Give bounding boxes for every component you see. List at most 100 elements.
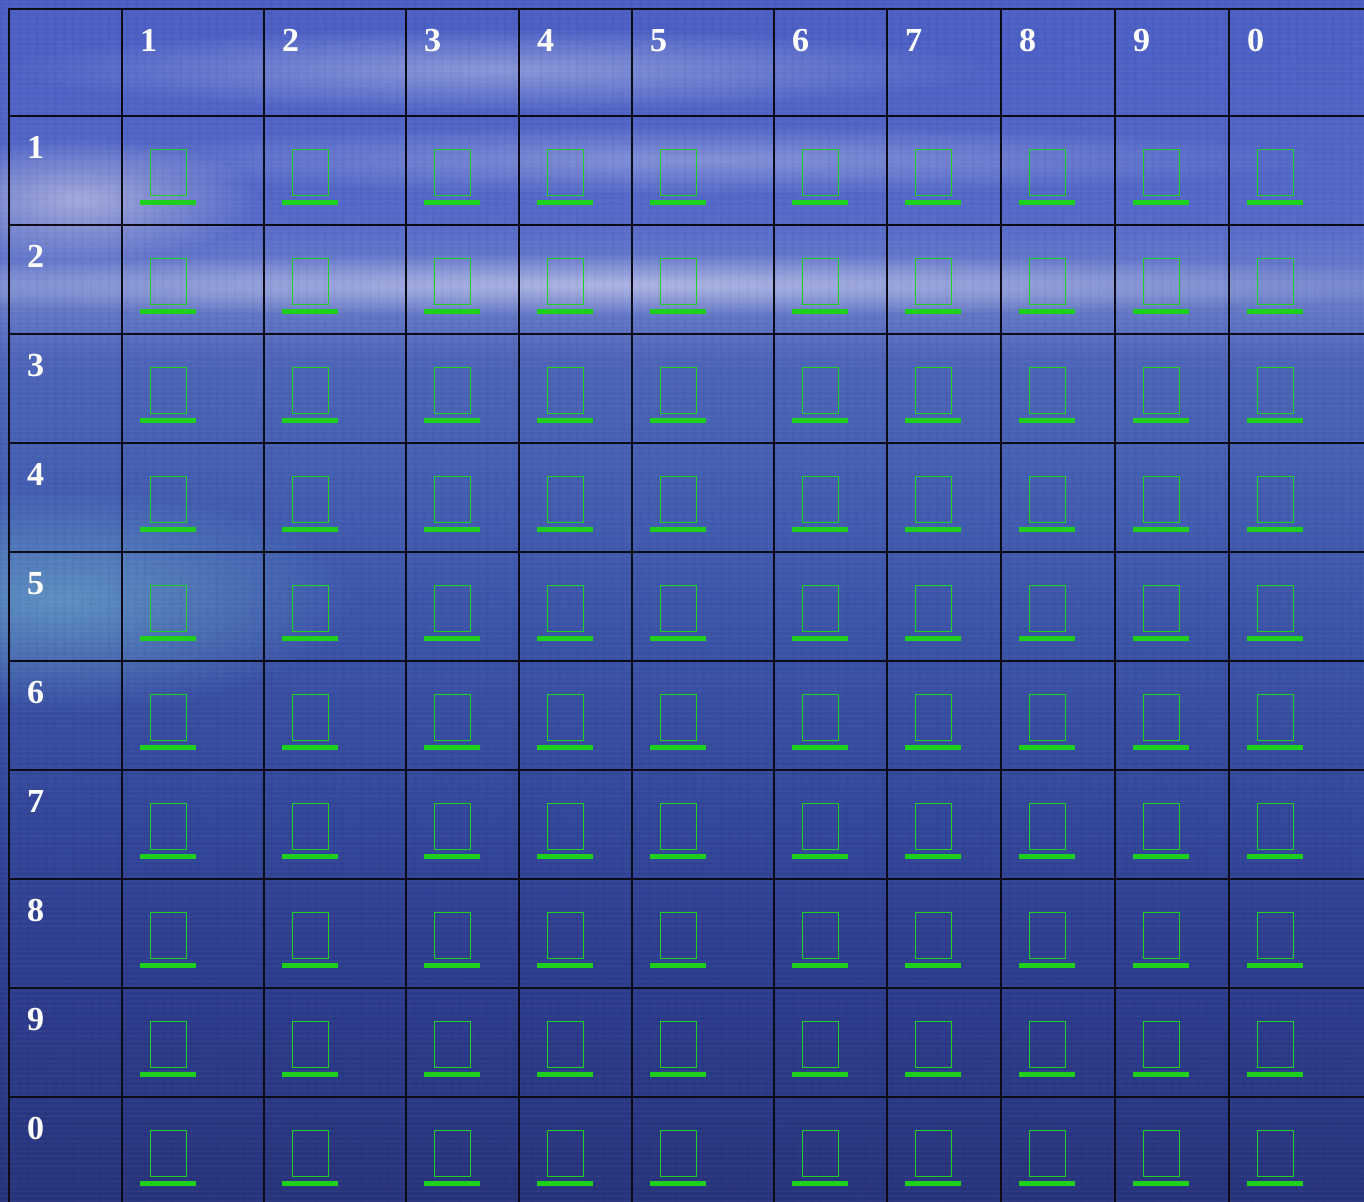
answer-slot[interactable] <box>1247 149 1305 209</box>
answer-slot[interactable] <box>650 258 708 318</box>
answer-slot[interactable] <box>537 149 595 209</box>
grid-cell[interactable] <box>263 224 407 335</box>
answer-slot[interactable] <box>1019 258 1077 318</box>
grid-cell[interactable] <box>1000 1096 1116 1202</box>
grid-cell[interactable] <box>773 987 888 1098</box>
answer-slot[interactable] <box>537 694 595 754</box>
grid-cell[interactable] <box>121 878 265 989</box>
grid-cell[interactable] <box>518 1096 633 1202</box>
answer-slot[interactable] <box>1247 1021 1305 1081</box>
grid-cell[interactable] <box>886 224 1002 335</box>
grid-cell[interactable] <box>886 660 1002 771</box>
answer-slot[interactable] <box>792 367 850 427</box>
answer-slot[interactable] <box>140 476 198 536</box>
answer-slot[interactable] <box>792 1130 850 1190</box>
grid-cell[interactable] <box>1228 442 1364 553</box>
answer-slot[interactable] <box>140 803 198 863</box>
answer-slot[interactable] <box>1019 585 1077 645</box>
grid-cell[interactable] <box>631 115 775 226</box>
grid-cell[interactable] <box>1000 878 1116 989</box>
answer-slot[interactable] <box>650 585 708 645</box>
answer-slot[interactable] <box>537 367 595 427</box>
answer-slot[interactable] <box>1133 367 1191 427</box>
grid-cell[interactable] <box>405 987 520 1098</box>
answer-slot[interactable] <box>905 476 963 536</box>
grid-cell[interactable] <box>1114 333 1230 444</box>
answer-slot[interactable] <box>282 149 340 209</box>
grid-cell[interactable] <box>1114 551 1230 662</box>
grid-cell[interactable] <box>121 115 265 226</box>
answer-slot[interactable] <box>1133 585 1191 645</box>
grid-cell[interactable] <box>263 878 407 989</box>
answer-slot[interactable] <box>1247 803 1305 863</box>
grid-cell[interactable] <box>773 660 888 771</box>
answer-slot[interactable] <box>140 912 198 972</box>
answer-slot[interactable] <box>282 694 340 754</box>
answer-slot[interactable] <box>905 803 963 863</box>
grid-cell[interactable] <box>518 878 633 989</box>
grid-cell[interactable] <box>263 1096 407 1202</box>
grid-cell[interactable] <box>631 224 775 335</box>
grid-cell[interactable] <box>1228 660 1364 771</box>
answer-slot[interactable] <box>140 694 198 754</box>
answer-slot[interactable] <box>537 258 595 318</box>
grid-cell[interactable] <box>121 224 265 335</box>
grid-cell[interactable] <box>1114 115 1230 226</box>
grid-cell[interactable] <box>886 987 1002 1098</box>
answer-slot[interactable] <box>650 149 708 209</box>
answer-slot[interactable] <box>140 149 198 209</box>
answer-slot[interactable] <box>792 149 850 209</box>
answer-slot[interactable] <box>282 585 340 645</box>
grid-cell[interactable] <box>263 987 407 1098</box>
answer-slot[interactable] <box>905 585 963 645</box>
grid-cell[interactable] <box>518 987 633 1098</box>
answer-slot[interactable] <box>140 367 198 427</box>
answer-slot[interactable] <box>650 912 708 972</box>
grid-cell[interactable] <box>1000 769 1116 880</box>
answer-slot[interactable] <box>905 149 963 209</box>
answer-slot[interactable] <box>537 476 595 536</box>
answer-slot[interactable] <box>1019 803 1077 863</box>
answer-slot[interactable] <box>1019 694 1077 754</box>
grid-cell[interactable] <box>773 333 888 444</box>
grid-cell[interactable] <box>886 769 1002 880</box>
grid-cell[interactable] <box>1228 551 1364 662</box>
answer-slot[interactable] <box>650 1130 708 1190</box>
grid-cell[interactable] <box>631 1096 775 1202</box>
answer-slot[interactable] <box>905 1021 963 1081</box>
grid-cell[interactable] <box>773 442 888 553</box>
grid-cell[interactable] <box>631 987 775 1098</box>
answer-slot[interactable] <box>537 585 595 645</box>
grid-cell[interactable] <box>631 660 775 771</box>
grid-cell[interactable] <box>1000 224 1116 335</box>
answer-slot[interactable] <box>282 258 340 318</box>
grid-cell[interactable] <box>1228 333 1364 444</box>
answer-slot[interactable] <box>424 1130 482 1190</box>
answer-slot[interactable] <box>905 258 963 318</box>
answer-slot[interactable] <box>1019 367 1077 427</box>
grid-cell[interactable] <box>121 987 265 1098</box>
answer-slot[interactable] <box>792 258 850 318</box>
answer-slot[interactable] <box>424 803 482 863</box>
grid-cell[interactable] <box>518 224 633 335</box>
grid-cell[interactable] <box>1000 333 1116 444</box>
grid-cell[interactable] <box>518 769 633 880</box>
grid-cell[interactable] <box>886 442 1002 553</box>
grid-cell[interactable] <box>1228 224 1364 335</box>
grid-cell[interactable] <box>405 660 520 771</box>
answer-slot[interactable] <box>1247 585 1305 645</box>
answer-slot[interactable] <box>282 803 340 863</box>
answer-slot[interactable] <box>424 367 482 427</box>
grid-cell[interactable] <box>1000 442 1116 553</box>
answer-slot[interactable] <box>1019 1130 1077 1190</box>
grid-cell[interactable] <box>773 551 888 662</box>
answer-slot[interactable] <box>1133 694 1191 754</box>
answer-slot[interactable] <box>1133 1021 1191 1081</box>
answer-slot[interactable] <box>1133 476 1191 536</box>
answer-slot[interactable] <box>1019 476 1077 536</box>
grid-cell[interactable] <box>1114 1096 1230 1202</box>
grid-cell[interactable] <box>121 1096 265 1202</box>
grid-cell[interactable] <box>631 878 775 989</box>
answer-slot[interactable] <box>282 1130 340 1190</box>
grid-cell[interactable] <box>405 115 520 226</box>
